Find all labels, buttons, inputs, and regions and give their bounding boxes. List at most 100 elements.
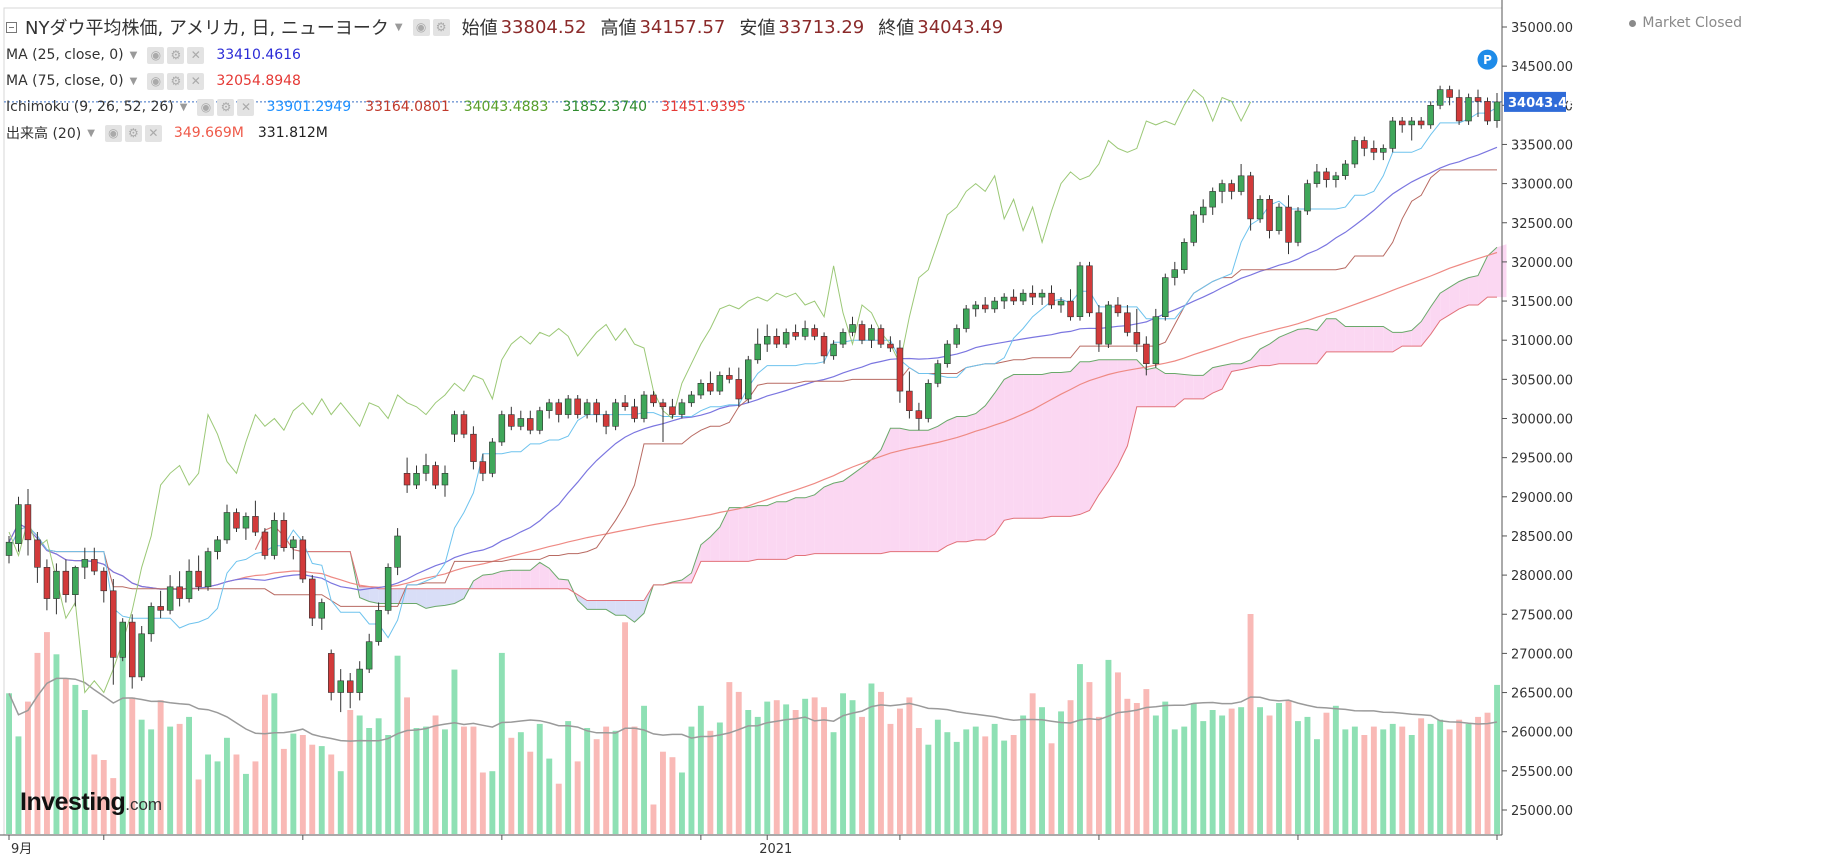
visibility-icon[interactable]: ◉ bbox=[147, 46, 165, 64]
volume-bar bbox=[1276, 703, 1282, 834]
candle-body bbox=[129, 621, 136, 678]
chevron-down-icon[interactable]: ▼ bbox=[129, 75, 138, 87]
visibility-icon[interactable]: ◉ bbox=[412, 18, 430, 36]
volume-bar bbox=[167, 726, 174, 834]
candle-body bbox=[432, 465, 439, 486]
volume-bar bbox=[1332, 705, 1339, 834]
candle-body bbox=[15, 504, 22, 545]
candle-body bbox=[849, 324, 856, 333]
volume-bar bbox=[1029, 693, 1036, 834]
volume-bar bbox=[508, 737, 515, 834]
cloud-segment bbox=[1487, 247, 1497, 298]
close-icon[interactable]: ✕ bbox=[144, 124, 162, 142]
candle-body bbox=[564, 398, 572, 415]
ma25-label[interactable]: MA (25, close, 0) bbox=[6, 47, 124, 63]
ichimoku-label[interactable]: Ichimoku (9, 26, 52, 26) bbox=[6, 99, 174, 115]
gear-icon[interactable]: ⚙ bbox=[124, 124, 142, 142]
title-controls: ◉ ⚙ bbox=[412, 18, 450, 36]
volume-bar bbox=[1304, 716, 1311, 834]
volume-bar bbox=[423, 726, 429, 834]
cloud-segment bbox=[539, 562, 550, 589]
candle-body bbox=[157, 606, 164, 611]
gear-icon[interactable]: ⚙ bbox=[432, 18, 450, 36]
cloud-segment bbox=[1184, 374, 1194, 399]
candle-body bbox=[346, 680, 354, 693]
volume-bar bbox=[811, 697, 818, 834]
volume-bar bbox=[404, 697, 410, 834]
close-icon[interactable]: ✕ bbox=[237, 98, 255, 116]
chevron-down-icon[interactable]: ▼ bbox=[179, 101, 188, 113]
volume-bar bbox=[62, 678, 69, 834]
candle-body bbox=[602, 414, 610, 427]
kijun-line bbox=[8, 169, 1497, 607]
cloud-segment bbox=[596, 600, 607, 610]
volume-bar bbox=[859, 716, 865, 834]
close-value: 34043.49 bbox=[917, 16, 1004, 38]
volume-label[interactable]: 出来高 (20) bbox=[6, 126, 82, 142]
candle-body bbox=[110, 590, 117, 658]
visibility-icon[interactable]: ◉ bbox=[197, 98, 215, 116]
volume-bar bbox=[792, 710, 799, 834]
close-icon[interactable]: ✕ bbox=[187, 46, 205, 64]
candle-body bbox=[555, 402, 562, 415]
cloud-segment bbox=[1013, 374, 1024, 519]
volume-bar bbox=[906, 697, 913, 834]
cloud-segment bbox=[426, 588, 436, 609]
candle-body bbox=[981, 304, 989, 310]
volume-bar bbox=[157, 700, 164, 834]
volume-bar bbox=[1427, 723, 1434, 834]
candle-body bbox=[944, 343, 951, 365]
candle-body bbox=[252, 516, 259, 533]
ma75-label[interactable]: MA (75, close, 0) bbox=[6, 73, 124, 89]
visibility-icon[interactable]: ◉ bbox=[104, 124, 122, 142]
volume-bar bbox=[1380, 729, 1387, 834]
candle-body bbox=[887, 343, 894, 349]
volume-bar bbox=[1115, 672, 1121, 834]
x-tick-label: 2021 bbox=[759, 842, 792, 857]
volume-bar bbox=[593, 739, 600, 834]
candle-body bbox=[726, 375, 733, 380]
visibility-icon[interactable]: ◉ bbox=[147, 72, 165, 90]
cloud-segment bbox=[416, 588, 427, 609]
chevron-down-icon[interactable]: ▼ bbox=[87, 127, 95, 139]
cloud-segment bbox=[1449, 281, 1460, 315]
volume-bar bbox=[470, 726, 477, 834]
candle-body bbox=[271, 519, 278, 556]
candle-body bbox=[53, 570, 60, 599]
last-price-label: 34043.49 bbox=[1508, 96, 1576, 111]
cloud-segment bbox=[1127, 359, 1137, 446]
volume-bar bbox=[271, 693, 278, 834]
indicator-lines bbox=[4, 88, 1502, 742]
candle-body bbox=[1010, 296, 1017, 302]
volume-bar bbox=[280, 748, 287, 834]
volume-bar bbox=[1266, 715, 1273, 834]
volume-bar bbox=[299, 735, 306, 834]
candle-body bbox=[669, 406, 676, 415]
candle-body bbox=[1446, 89, 1453, 98]
cloud-segment bbox=[492, 571, 502, 589]
chevron-down-icon[interactable]: ▼ bbox=[394, 21, 403, 33]
marker-label: P bbox=[1483, 53, 1492, 67]
candle-body bbox=[327, 653, 335, 693]
volume-bar bbox=[565, 721, 572, 834]
collapse-legend-button[interactable] bbox=[6, 21, 17, 33]
chevron-down-icon[interactable]: ▼ bbox=[129, 49, 138, 61]
ma75-line bbox=[8, 251, 1498, 591]
close-icon[interactable]: ✕ bbox=[187, 72, 205, 90]
candle-body bbox=[5, 541, 13, 556]
candle-body bbox=[839, 332, 847, 345]
candle-body bbox=[24, 504, 32, 541]
volume-bar bbox=[1361, 735, 1368, 834]
volume-bar bbox=[1228, 708, 1235, 834]
volume-bar bbox=[347, 710, 354, 834]
cloud-segment bbox=[1146, 367, 1156, 407]
gear-icon[interactable]: ⚙ bbox=[167, 72, 185, 90]
volume-bar bbox=[1399, 726, 1406, 834]
senkou-span-a-line bbox=[254, 246, 1498, 623]
candle-body bbox=[261, 531, 269, 556]
gear-icon[interactable]: ⚙ bbox=[217, 98, 235, 116]
cloud-segment bbox=[1174, 373, 1185, 407]
gear-icon[interactable]: ⚙ bbox=[167, 46, 185, 64]
volume-bar bbox=[243, 773, 249, 834]
